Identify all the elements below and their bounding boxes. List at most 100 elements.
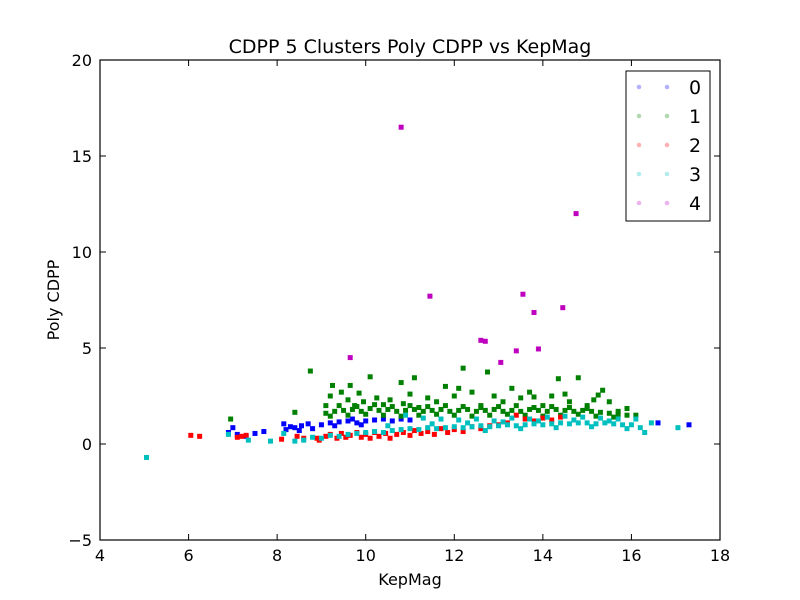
data-point: [485, 369, 490, 375]
legend-item: 2: [636, 135, 701, 157]
series-1: [228, 365, 639, 422]
data-point: [531, 394, 537, 400]
data-point: [294, 433, 300, 439]
data-point: [310, 434, 316, 440]
data-point: [451, 424, 457, 430]
data-point: [228, 416, 234, 422]
data-point: [296, 428, 302, 434]
data-point: [323, 433, 329, 439]
data-point: [606, 410, 612, 416]
data-point: [465, 420, 471, 426]
data-point: [575, 420, 581, 426]
data-point: [358, 434, 364, 440]
data-point: [580, 414, 586, 420]
data-point: [327, 432, 333, 438]
data-point: [394, 408, 400, 414]
data-point: [571, 408, 577, 414]
data-point: [447, 408, 453, 414]
data-point: [407, 432, 413, 438]
data-point: [600, 387, 606, 393]
data-point: [305, 421, 311, 427]
data-point: [456, 407, 462, 413]
data-point: [584, 405, 590, 411]
data-point: [394, 431, 400, 437]
data-point: [540, 415, 546, 421]
data-point: [367, 374, 373, 380]
data-point: [387, 397, 393, 403]
data-point: [555, 376, 561, 382]
data-point: [624, 405, 630, 411]
data-point: [535, 407, 541, 413]
data-point: [307, 368, 313, 374]
data-point: [560, 305, 566, 311]
data-point: [323, 410, 329, 416]
data-point: [535, 418, 541, 424]
data-point: [230, 425, 236, 431]
data-point: [566, 421, 572, 427]
data-point: [427, 293, 433, 299]
data-point: [611, 421, 617, 427]
data-point: [544, 408, 550, 414]
data-point: [642, 429, 648, 435]
data-point: [469, 424, 475, 430]
data-point: [343, 434, 349, 440]
data-point: [498, 359, 504, 365]
data-point: [407, 426, 413, 432]
data-point: [566, 399, 572, 405]
data-point: [442, 425, 448, 431]
data-point: [518, 395, 524, 401]
data-point: [292, 409, 298, 415]
data-point: [398, 427, 404, 433]
data-point: [509, 407, 515, 413]
data-point: [332, 423, 338, 429]
data-point: [380, 402, 386, 408]
data-point: [389, 404, 395, 410]
data-point: [456, 417, 462, 423]
data-point: [234, 434, 240, 440]
y-tick-label: 15: [72, 147, 92, 166]
data-point: [376, 433, 382, 439]
data-point: [478, 426, 484, 432]
data-point: [411, 428, 417, 434]
data-point: [407, 403, 413, 409]
data-point: [442, 383, 448, 389]
data-point: [363, 429, 369, 435]
data-point: [460, 429, 466, 435]
legend-item: 1: [636, 106, 701, 128]
legend-label: 2: [689, 135, 701, 157]
legend-items: 0 1 2 3 4: [636, 77, 701, 215]
data-point: [144, 454, 149, 460]
data-point: [400, 429, 406, 435]
legend-marker: [664, 200, 670, 206]
data-point: [268, 438, 273, 444]
data-point: [478, 337, 484, 343]
data-point: [245, 437, 251, 443]
x-axis-label: KepMag: [378, 570, 441, 589]
data-point: [456, 385, 462, 391]
data-point: [566, 405, 572, 411]
data-point: [615, 416, 621, 422]
data-point: [504, 411, 510, 417]
data-point: [633, 412, 639, 418]
data-point: [531, 405, 537, 411]
data-point: [345, 418, 351, 424]
data-point: [403, 412, 409, 418]
data-point: [496, 404, 502, 410]
data-point: [387, 435, 393, 441]
data-point: [356, 390, 362, 396]
data-point: [380, 416, 386, 422]
data-point: [429, 407, 435, 413]
data-point: [500, 408, 506, 414]
data-point: [478, 405, 484, 411]
data-point: [611, 414, 617, 420]
data-point: [504, 422, 510, 428]
x-tick-label: 16: [621, 546, 641, 565]
data-point: [589, 408, 595, 414]
data-point: [318, 435, 324, 441]
data-point: [372, 429, 378, 435]
legend-label: 1: [689, 106, 701, 128]
series-3: [144, 412, 681, 460]
data-point: [372, 402, 378, 408]
